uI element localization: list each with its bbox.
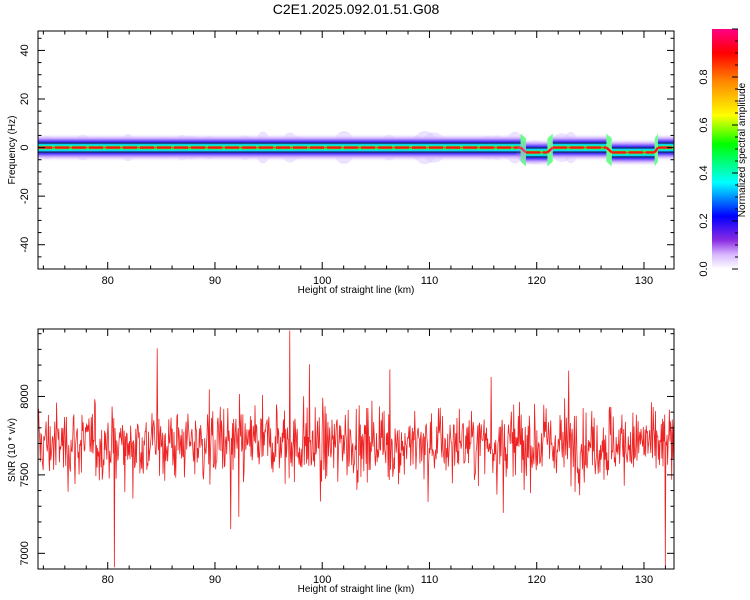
colorbar-tick-label: 0.0 [698,261,710,276]
colorbar-label: Normalized spectral amplitude [737,82,748,217]
x-tick-label: 120 [528,275,546,287]
spectrogram-xlabel: Height of straight line (km) [298,285,415,296]
colorbar-gradient [712,29,738,269]
spectrogram-frame [37,30,675,270]
y-tick-label: 20 [19,93,31,105]
x-tick-label: 90 [209,275,221,287]
ridge-connector-peak [546,146,554,154]
snr-ticks: 80 90 100 110 120 130 7000 7500 8000 [19,329,674,586]
colorbar-ticks: 0.0 0.2 0.4 0.6 0.8 [698,28,738,277]
spectrogram-ylabel: Frequency (Hz) [7,116,18,185]
snr-xlabel: Height of straight line (km) [298,584,415,595]
x-tick-label: 80 [102,574,114,586]
snr-frame [37,328,675,570]
y-tick-label: 7500 [19,463,31,487]
colorbar-tick-label: 0.2 [698,213,710,228]
x-tick-label: 100 [313,574,331,586]
y-tick-label: 0 [19,145,31,151]
snr-series-line [38,330,674,568]
y-tick-label: -40 [19,237,31,253]
x-tick-label: 120 [528,574,546,586]
ridge-connector-peak [519,146,527,154]
ridge-connector-peak [605,146,613,154]
y-tick-label: 7000 [19,541,31,565]
spectrogram-panel: 80 90 100 110 120 130 -40 -20 0 20 40 Height of st… [7,30,675,296]
colorbar-tick-label: 0.6 [698,117,710,132]
spectrogram-ridge [38,130,674,167]
ridge-connector-peak [653,146,659,154]
x-tick-label: 130 [635,275,653,287]
x-tick-label: 100 [313,275,331,287]
colorbar: 0.0 0.2 0.4 0.6 0.8 Normalized spectral ampl… [698,28,748,277]
colorbar-tick-label: 0.8 [698,69,710,84]
colorbar-tick-label: 0.4 [698,165,710,180]
x-tick-label: 110 [421,574,439,586]
y-tick-label: -20 [19,188,31,204]
x-tick-label: 110 [421,275,439,287]
spectrogram-ticks: 80 90 100 110 120 130 -40 -20 0 20 40 [19,31,674,287]
y-tick-label: 8000 [19,384,31,408]
snr-panel: 80 90 100 110 120 130 7000 7500 8000 Height of s… [7,328,675,595]
x-tick-label: 80 [102,275,114,287]
x-tick-label: 130 [635,574,653,586]
x-tick-label: 90 [209,574,221,586]
snr-ylabel: SNR (10 * v/v) [7,418,18,482]
figure-title: C2E1.2025.092.01.51.G08 [273,1,440,17]
y-tick-label: 40 [19,44,31,56]
